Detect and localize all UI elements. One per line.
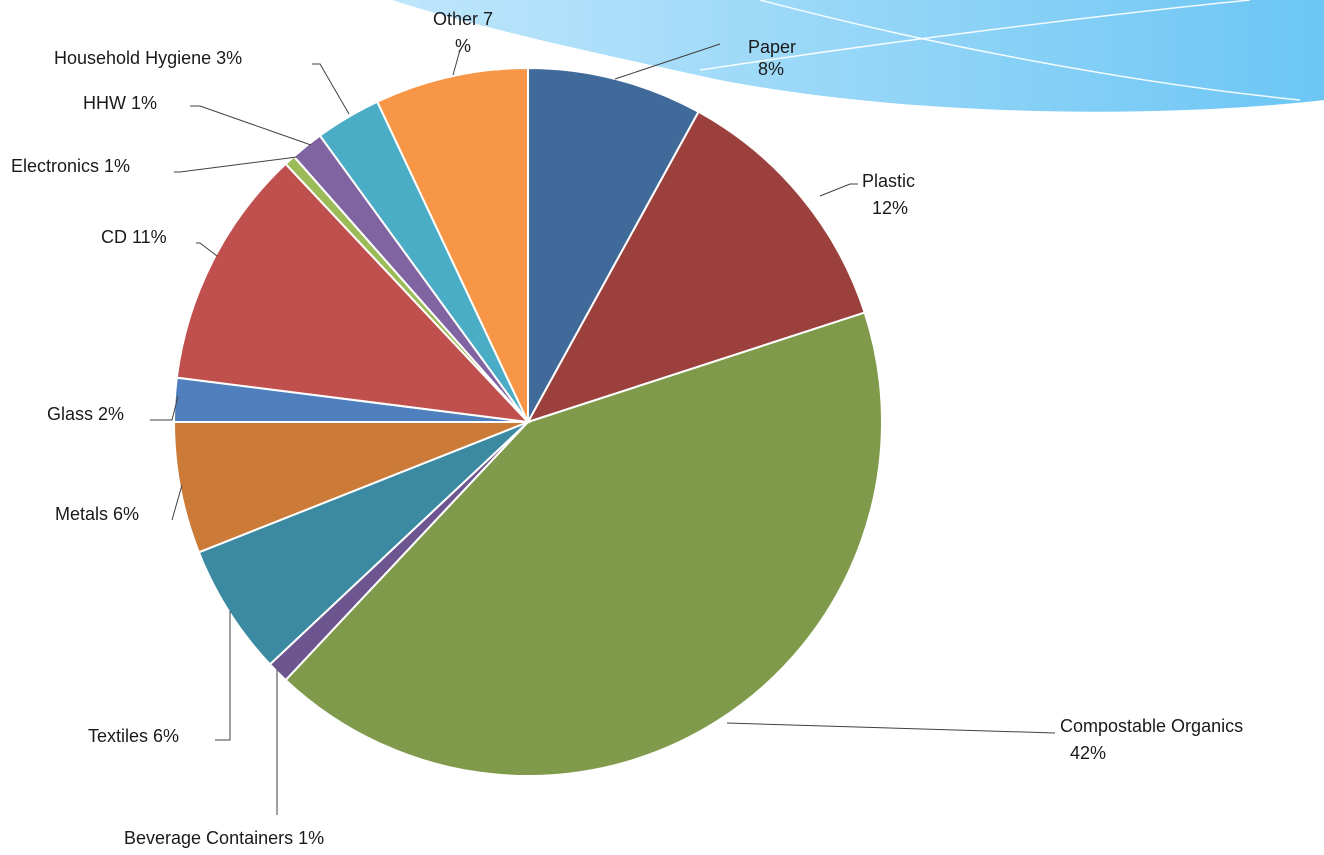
leader-line-electronics [174,156,298,173]
label-line-cd-0: CD 11% [101,227,167,247]
slice-compostable-organics [284,311,883,777]
label-other: Other 7% [433,9,493,56]
label-hhw: HHW 1% [83,93,157,113]
label-line-textiles-0: Textiles 6% [88,726,179,746]
label-line-hhw-0: HHW 1% [83,93,157,113]
label-line-other-1: % [455,36,471,56]
leader-line-other [452,49,461,76]
leader-line-hhw [190,105,312,146]
label-line-plastic-0: Plastic [862,171,915,191]
label-line-other-0: Other 7 [433,9,493,29]
slice-plastic [525,110,866,424]
label-electronics: Electronics 1% [11,156,130,176]
label-line-compostable-organics-1: 42% [1070,743,1106,763]
label-line-paper-1: 8% [758,59,784,79]
label-textiles: Textiles 6% [88,726,179,746]
leader-line-plastic [819,183,858,197]
label-beverage-containers: Beverage Containers 1% [124,828,324,848]
leader-line-textiles [215,611,231,741]
label-cd: CD 11% [101,227,167,247]
label-line-paper-0: Paper [748,37,796,57]
leader-lines [150,43,1056,815]
label-line-plastic-1: 12% [872,198,908,218]
label-plastic: Plastic 12% [862,171,915,218]
pie-slices [172,66,883,777]
leader-line-paper [614,43,721,80]
label-household-hygiene: Household Hygiene 3% [54,48,242,68]
leader-line-cd [196,242,218,257]
label-glass: Glass 2% [47,404,124,424]
slice-metals [172,421,529,554]
label-compostable-organics: Compostable Organics 42% [1060,716,1243,763]
leader-line-metals [171,484,183,521]
leader-line-household-hygiene [312,63,350,115]
label-line-metals-0: Metals 6% [55,504,139,524]
label-metals: Metals 6% [55,504,139,524]
leader-line-glass [150,395,179,421]
label-line-glass-0: Glass 2% [47,404,124,424]
slice-textiles [197,421,529,666]
slice-labels: Paper 8% Plastic 12% Compostable Organics 42%… [11,9,1243,848]
label-line-beverage-containers-0: Beverage Containers 1% [124,828,324,848]
label-paper: Paper 8% [748,37,796,79]
label-line-compostable-organics-0: Compostable Organics [1060,716,1243,736]
slice-other [375,66,529,423]
leader-line-compostable-organics [726,722,1056,734]
label-line-electronics-0: Electronics 1% [11,156,130,176]
slice-cd [175,162,531,424]
label-line-household-hygiene-0: Household Hygiene 3% [54,48,242,68]
